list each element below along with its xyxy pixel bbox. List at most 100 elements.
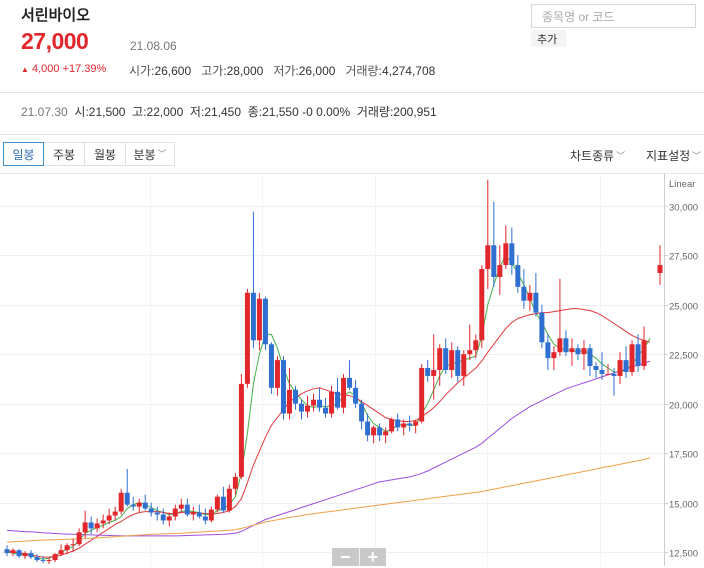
- candle-body: [479, 269, 485, 341]
- candle-body: [166, 516, 172, 521]
- indicator-menu[interactable]: 지표설정 ﹀: [646, 147, 701, 164]
- candle-body: [142, 502, 148, 509]
- candle-body: [244, 292, 250, 384]
- low-label: 저가: [273, 64, 296, 78]
- candle-body: [521, 286, 527, 301]
- prev-high: 22,000: [146, 105, 184, 119]
- open-label: 시가: [129, 64, 152, 78]
- price-date: 21.08.06: [130, 39, 177, 53]
- candle-body: [250, 292, 256, 341]
- candle-body: [383, 431, 389, 436]
- candle-body: [371, 427, 377, 436]
- tab-monthly[interactable]: 월봉: [85, 142, 126, 166]
- candle-body: [467, 350, 473, 355]
- candlestick-chart[interactable]: 30,000 27,500 25,000 22,500 20,000 17,500 15,0…: [0, 174, 704, 566]
- candle-body: [431, 370, 437, 376]
- candle-body: [437, 348, 443, 370]
- current-price: 27,000: [21, 28, 89, 54]
- candle-body: [401, 423, 407, 428]
- prev-low: 21,450: [204, 105, 242, 119]
- candle-body: [341, 377, 347, 408]
- prev-low-label: 저: [189, 105, 201, 119]
- scale-label: Linear: [669, 179, 695, 190]
- candle-body: [100, 520, 106, 524]
- prev-volume-label: 거래량: [356, 105, 390, 119]
- candle-body: [407, 423, 413, 426]
- candle-body: [4, 549, 10, 554]
- candle-body: [88, 522, 94, 529]
- candle-body: [124, 492, 130, 505]
- chevron-down-icon: ﹀: [157, 148, 167, 159]
- candle-body: [298, 403, 304, 412]
- chart-gridlines: [0, 206, 664, 553]
- candle-body: [389, 419, 395, 432]
- candle-body: [593, 366, 599, 370]
- candle-body: [118, 492, 124, 512]
- candle-body: [587, 348, 593, 367]
- candle-body: [485, 245, 491, 270]
- moving-average-line: [6, 360, 651, 537]
- chart-type-label: 차트종류: [570, 149, 615, 163]
- candle-body: [575, 348, 581, 355]
- y-tick-label: 25,000: [669, 302, 698, 313]
- y-axis: 30,000 27,500 25,000 22,500 20,000 17,500 15,0…: [664, 179, 698, 560]
- candle-body: [208, 509, 214, 521]
- high-value: 28,000: [226, 64, 264, 78]
- candle-body: [443, 348, 449, 370]
- ohlc-summary: 시가:26,600 고가:28,000 저가:26,000 거래량:4,274,…: [129, 64, 436, 78]
- candle-body: [311, 399, 317, 406]
- candle-body: [112, 511, 118, 516]
- candle-body: [184, 504, 190, 515]
- candle-body: [154, 512, 160, 515]
- tab-weekly[interactable]: 주봉: [44, 142, 85, 166]
- candle-body: [196, 512, 202, 517]
- up-triangle-icon: ▲: [21, 65, 29, 74]
- divider: [0, 92, 704, 93]
- candle-body: [599, 370, 605, 374]
- y-tick-label: 12,500: [669, 549, 698, 560]
- tab-minute[interactable]: 분봉 ﹀: [126, 142, 175, 166]
- prev-date: 21.07.30: [21, 105, 68, 119]
- candle-body: [58, 550, 64, 555]
- candle-body: [220, 496, 226, 511]
- candle-body: [425, 368, 431, 376]
- chevron-down-icon: ﹀: [616, 151, 626, 161]
- candle-body: [280, 360, 286, 414]
- zoom-in-button[interactable]: +: [358, 547, 386, 567]
- candle-body: [617, 360, 623, 376]
- price-change: ▲ 4,000 +17.39%: [21, 63, 106, 75]
- candle-body: [34, 557, 40, 561]
- tab-daily[interactable]: 일봉: [3, 142, 44, 166]
- candle-body: [545, 342, 551, 359]
- high-label: 고가: [201, 64, 224, 78]
- candle-body: [557, 338, 563, 353]
- add-button[interactable]: 추가: [531, 30, 566, 47]
- moving-average-line: [6, 254, 651, 560]
- candle-body: [28, 553, 34, 558]
- candle-body: [515, 265, 521, 287]
- candle-body: [130, 504, 136, 507]
- moving-averages: [6, 254, 651, 560]
- candle-body: [148, 508, 154, 513]
- candle-body: [611, 373, 617, 376]
- candle-body: [238, 383, 244, 477]
- candle-body: [365, 421, 371, 436]
- search-input[interactable]: 종목명 or 코드: [531, 4, 696, 28]
- candle-body: [292, 389, 298, 404]
- chart-type-menu[interactable]: 차트종류 ﹀: [570, 147, 625, 164]
- candle-body: [160, 514, 166, 521]
- candle-body: [64, 545, 70, 551]
- candle-body: [377, 427, 383, 436]
- price-change-value: 4,000 +17.39%: [31, 63, 107, 75]
- y-tick-label: 17,500: [669, 450, 698, 461]
- candle-body: [539, 312, 545, 343]
- zoom-controls: − +: [332, 547, 386, 567]
- candle-body: [641, 340, 647, 367]
- candle-body: [214, 496, 220, 510]
- candle-body: [413, 421, 419, 426]
- candle-body: [491, 245, 497, 277]
- zoom-out-button[interactable]: −: [332, 547, 359, 567]
- candle-body: [274, 360, 280, 388]
- candle-body: [70, 544, 76, 546]
- candles: [4, 179, 663, 565]
